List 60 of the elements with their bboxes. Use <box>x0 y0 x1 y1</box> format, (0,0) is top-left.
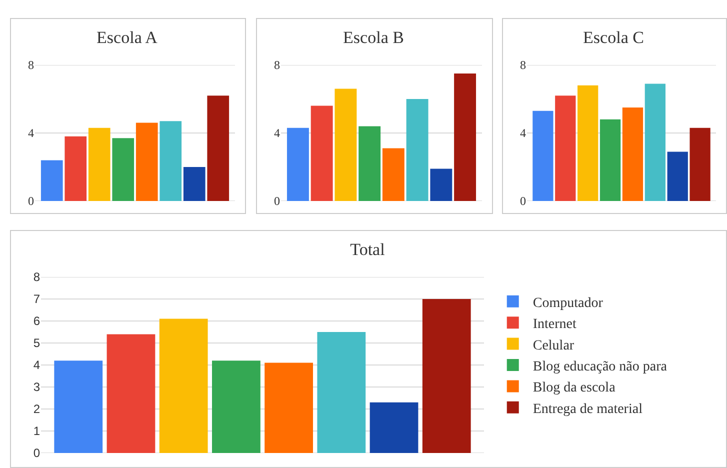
bar <box>264 362 313 453</box>
y-tick-label: 0 <box>28 194 34 208</box>
chart-title: Total <box>350 240 386 259</box>
bar <box>159 318 208 453</box>
bar <box>310 106 333 201</box>
y-tick-label: 8 <box>28 58 34 72</box>
y-tick-label: 7 <box>33 292 40 306</box>
legend-label: Computador <box>532 296 604 311</box>
bar <box>578 85 598 201</box>
y-tick-label: 0 <box>33 446 40 460</box>
bar <box>454 74 476 201</box>
y-tick-label: 4 <box>520 126 526 140</box>
y-tick-label: 4 <box>274 126 280 140</box>
y-tick-label: 0 <box>520 194 526 208</box>
bar <box>183 167 206 201</box>
bar <box>370 402 418 453</box>
bar <box>334 88 357 201</box>
bar <box>644 84 666 201</box>
legend-label: Blog educação não para <box>532 359 668 374</box>
bar <box>88 128 110 201</box>
bar <box>622 108 644 201</box>
bar <box>555 96 576 201</box>
bar <box>430 168 452 201</box>
legend-label: Entrega de material <box>532 402 643 417</box>
chart-title: Escola C <box>583 28 644 47</box>
bar <box>212 360 260 453</box>
bar <box>136 122 158 201</box>
y-tick-label: 4 <box>33 358 40 372</box>
bar <box>40 160 63 201</box>
bar <box>382 148 404 201</box>
bar <box>106 334 156 453</box>
bar <box>667 152 688 201</box>
y-tick-label: 8 <box>274 58 280 72</box>
chart-title: Escola B <box>343 28 404 47</box>
bar <box>160 121 182 201</box>
bar <box>286 128 309 201</box>
bar <box>317 332 366 453</box>
y-tick-label: 4 <box>28 126 34 140</box>
bar <box>207 96 230 201</box>
bar <box>64 136 87 201</box>
bar <box>690 128 710 201</box>
bar <box>54 360 103 453</box>
bar <box>532 110 554 201</box>
bar <box>358 126 381 201</box>
legend-label: Celular <box>532 338 574 354</box>
y-tick-label: 3 <box>33 380 40 394</box>
legend-label: Internet <box>532 317 576 332</box>
chart-title: Escola A <box>96 28 158 47</box>
y-tick-label: 1 <box>33 424 40 438</box>
bar <box>422 299 471 453</box>
bar <box>406 99 428 201</box>
y-tick-label: 2 <box>33 402 40 416</box>
y-tick-label: 5 <box>33 336 40 350</box>
bar <box>112 138 134 201</box>
legend-label: Blog da escola <box>532 380 616 396</box>
y-tick-label: 8 <box>33 270 40 284</box>
bar <box>600 119 621 201</box>
y-tick-label: 6 <box>33 314 40 328</box>
y-tick-label: 0 <box>274 194 280 208</box>
y-tick-label: 8 <box>520 58 526 72</box>
